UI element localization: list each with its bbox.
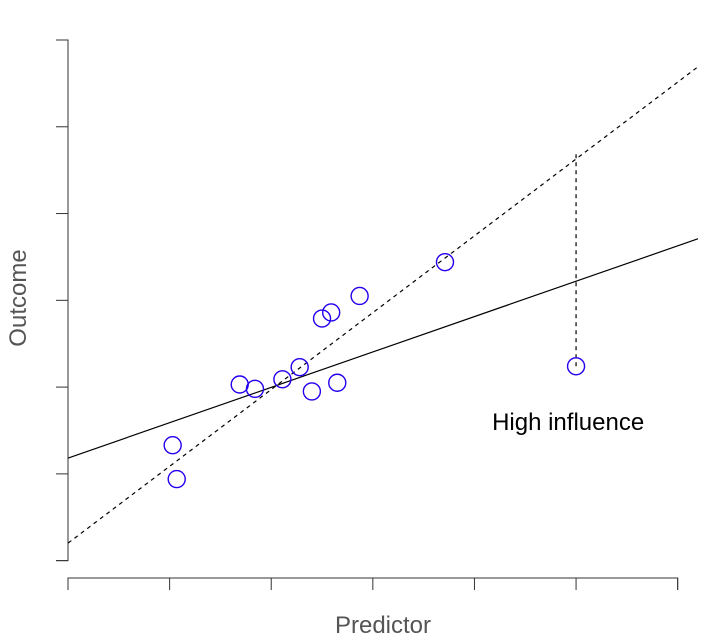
point-5 <box>290 357 309 377</box>
point-2 <box>230 375 249 394</box>
influential-point <box>566 357 586 376</box>
point-11 <box>435 252 455 272</box>
point-3 <box>245 379 265 399</box>
point-10 <box>350 286 369 306</box>
y-ticks <box>56 39 68 562</box>
x-axis-title: Predictor <box>335 612 431 639</box>
point-6 <box>302 382 322 401</box>
regression-lines <box>68 66 698 544</box>
y-axis-title: Outcome <box>5 249 32 346</box>
annotation-high-influence: High influence <box>492 409 644 436</box>
point-0 <box>163 436 182 455</box>
point-8 <box>321 303 341 322</box>
point-4 <box>273 370 292 389</box>
fit-line-excluding-influential <box>68 238 698 459</box>
point-7 <box>312 309 332 328</box>
fit-line-all-points <box>68 66 698 544</box>
point-9 <box>328 373 347 392</box>
axes <box>56 39 679 590</box>
data-points <box>163 252 586 489</box>
point-1 <box>167 469 186 489</box>
x-ticks <box>67 578 679 590</box>
